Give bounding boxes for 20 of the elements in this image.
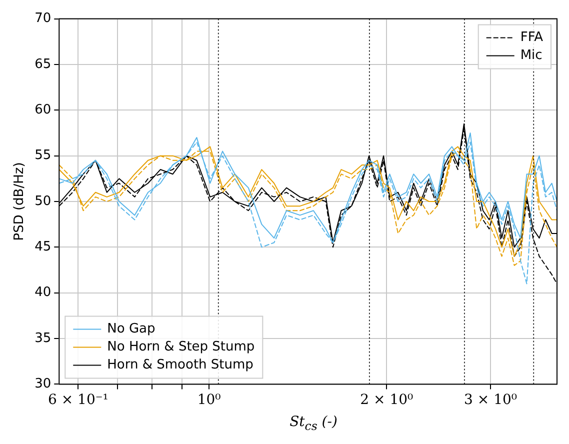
x-tick-label: 6 × 10⁻¹ — [48, 392, 108, 408]
y-tick-label: 70 — [34, 11, 52, 26]
y-tick-label: 55 — [34, 148, 52, 164]
y-axis-title: PSD (dB/Hz) — [12, 162, 28, 241]
legend-label: Mic — [520, 48, 542, 64]
y-tick-label: 50 — [34, 194, 52, 209]
legend-label: No Horn & Step Stump — [107, 340, 255, 355]
y-tick-label: 35 — [34, 330, 52, 346]
x-tick-label: 10⁰ — [197, 392, 222, 408]
legend-label: No Gap — [107, 322, 156, 337]
x-axis-title: St$_{cs}$ (-) — [288, 413, 338, 435]
y-tick-label: 60 — [34, 102, 52, 118]
y-tick-label: 65 — [34, 56, 52, 72]
y-tick-label: 45 — [34, 240, 52, 255]
x-tick-label: 2 × 10⁰ — [360, 392, 414, 408]
legend-label: Horn & Smooth Stump — [107, 358, 254, 373]
y-tick-label: 30 — [34, 376, 52, 392]
x-tick-label: 3 × 10⁰ — [464, 392, 518, 408]
y-tick-label: 40 — [34, 285, 52, 300]
legend-label: FFA — [520, 30, 544, 46]
